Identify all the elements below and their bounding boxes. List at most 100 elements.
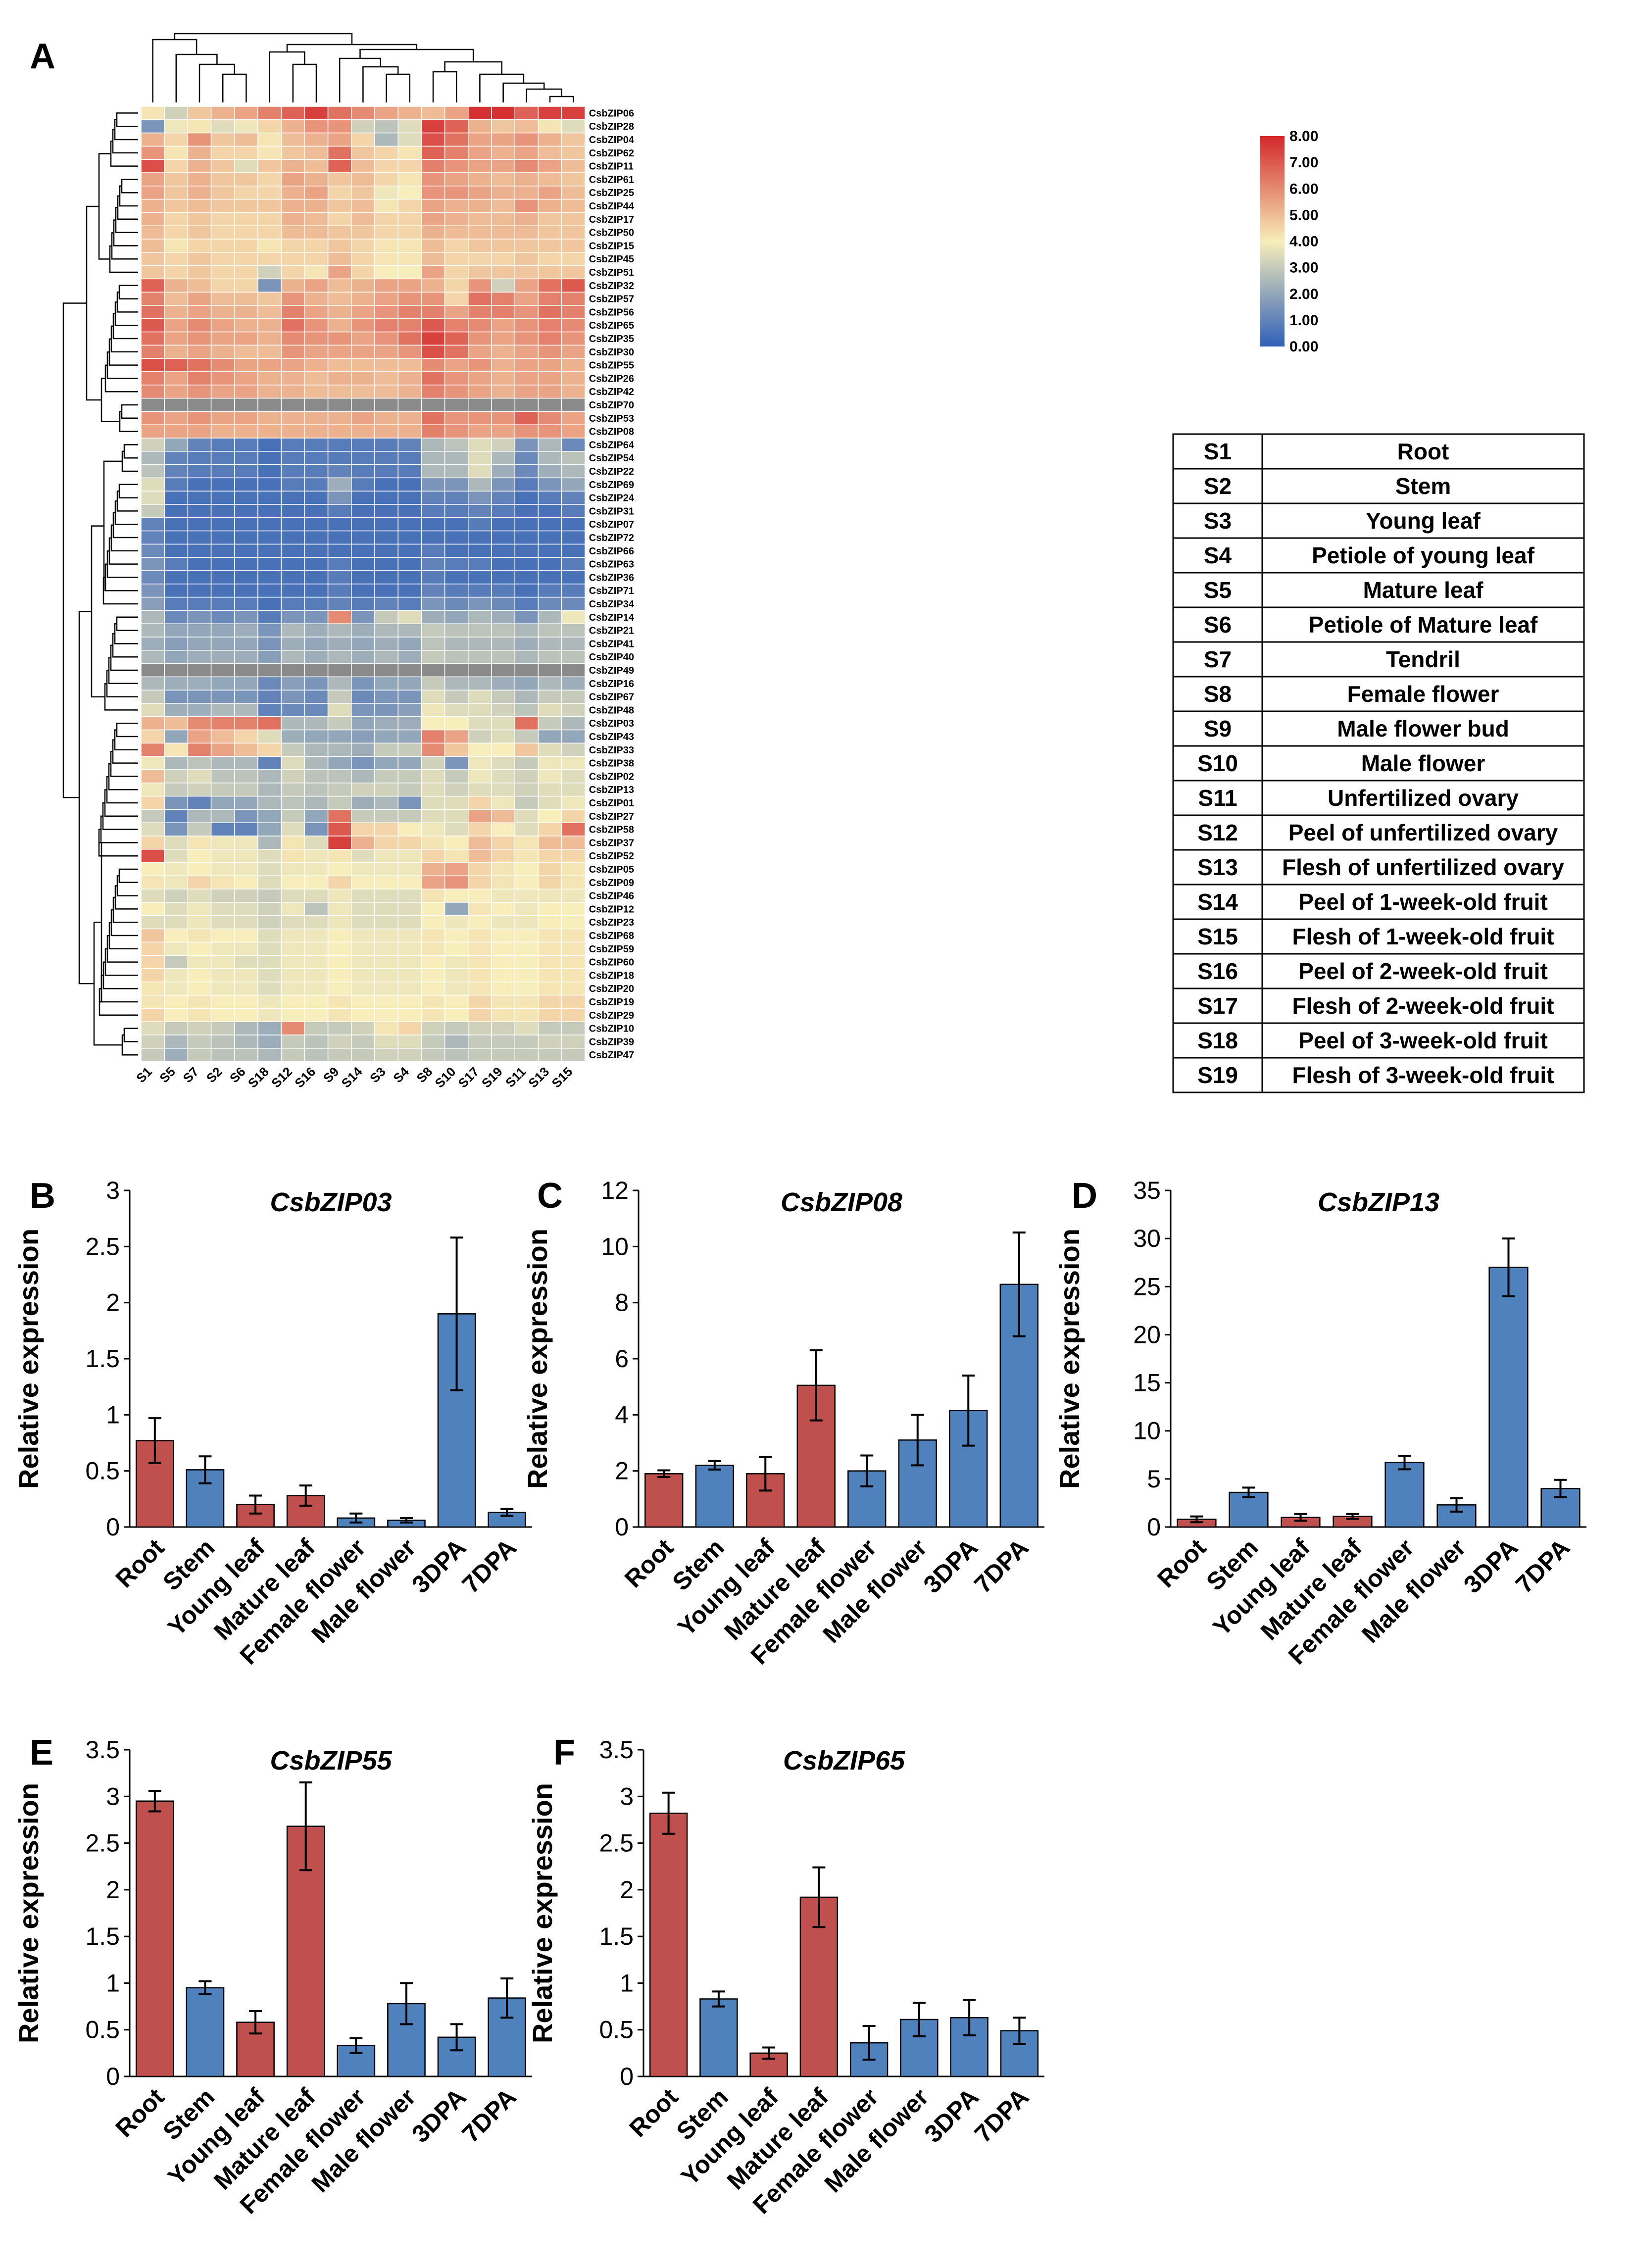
heatmap-cell xyxy=(304,451,329,465)
heatmap-cell xyxy=(561,477,586,492)
heatmap-cell xyxy=(397,623,422,638)
heatmap-cell xyxy=(561,783,586,797)
y-tick-label: 1 xyxy=(106,1401,120,1429)
heatmap-cell xyxy=(257,318,282,333)
heatmap-cell xyxy=(491,371,515,386)
heatmap-cell xyxy=(397,862,422,877)
heatmap-cell xyxy=(351,729,375,744)
heatmap-cell xyxy=(468,783,492,797)
heatmap-cell xyxy=(561,888,586,903)
heatmap-cell xyxy=(351,504,375,518)
heatmap-cell xyxy=(257,252,282,266)
heatmap-cell xyxy=(421,239,445,253)
heatmap-cell xyxy=(281,902,305,916)
heatmap-cell xyxy=(257,742,282,757)
heatmap-cell xyxy=(538,941,562,956)
heatmap-cell xyxy=(514,756,539,770)
heatmap-cell xyxy=(187,716,212,731)
heatmap-cell xyxy=(257,650,282,664)
category-label: 7DPA xyxy=(457,1533,522,1598)
heatmap-cell xyxy=(281,358,305,372)
heatmap-cell xyxy=(351,517,375,532)
heatmap-cell xyxy=(281,663,305,678)
heatmap-cell xyxy=(374,305,398,319)
heatmap-cell xyxy=(468,358,492,372)
heatmap-cell xyxy=(234,663,258,678)
heatmap-cell xyxy=(561,570,586,585)
heatmap-cell xyxy=(187,278,212,293)
heatmap-cell xyxy=(257,212,282,226)
heatmap-cell xyxy=(421,119,445,134)
heatmap-cell xyxy=(538,570,562,585)
row-dendrogram-branch xyxy=(116,490,138,512)
heatmap-cell xyxy=(421,875,445,889)
heatmap-cell xyxy=(397,397,422,412)
heatmap-cell xyxy=(141,1035,165,1049)
heatmap-cell xyxy=(374,968,398,983)
gene-label: CsbZIP71 xyxy=(589,586,634,596)
row-dendrogram-branch xyxy=(116,291,138,313)
row-dendrogram-branch xyxy=(121,404,138,419)
heatmap-cell xyxy=(514,1008,539,1022)
heatmap-cell xyxy=(187,809,212,823)
heatmap-cell xyxy=(210,106,235,120)
row-dendrogram-branch xyxy=(114,119,138,141)
heatmap-cell xyxy=(351,491,375,505)
heatmap-cell xyxy=(374,982,398,996)
row-dendrogram-branch xyxy=(112,739,138,764)
color-scale-tick-label: 1.00 xyxy=(1289,312,1318,329)
heatmap-cell xyxy=(421,491,445,505)
category-label: Root xyxy=(110,2083,169,2142)
heatmap-cell xyxy=(281,278,305,293)
heatmap-cell xyxy=(141,584,165,598)
heatmap-cell xyxy=(234,504,258,518)
heatmap-cell xyxy=(281,584,305,598)
heatmap-cell xyxy=(374,345,398,359)
heatmap-cell xyxy=(164,623,189,638)
heatmap-cell xyxy=(164,955,189,969)
column-dendrogram-branch xyxy=(549,96,574,102)
heatmap-cell xyxy=(421,610,445,624)
heatmap-cell xyxy=(397,239,422,253)
heatmap-cell xyxy=(327,676,352,690)
heatmap-cell xyxy=(327,345,352,359)
heatmap-cell xyxy=(164,411,189,425)
y-tick-label: 30 xyxy=(1133,1225,1161,1252)
heatmap-cell xyxy=(257,795,282,810)
heatmap-cell xyxy=(444,650,469,664)
heatmap-cell xyxy=(514,862,539,877)
row-dendrogram-branch xyxy=(119,411,138,432)
heatmap-cell xyxy=(210,596,235,611)
heatmap-cell xyxy=(468,159,492,173)
heatmap-cell xyxy=(514,888,539,903)
heatmap-cell xyxy=(141,1048,165,1062)
heatmap-cell xyxy=(187,438,212,452)
heatmap-cell xyxy=(234,530,258,545)
heatmap-cell xyxy=(538,822,562,837)
heatmap-cell xyxy=(491,570,515,585)
heatmap-cell xyxy=(397,982,422,996)
heatmap-cell xyxy=(491,292,515,306)
heatmap-cell xyxy=(257,198,282,213)
heatmap-cell xyxy=(514,265,539,280)
legend-sample-name: Flesh of 2-week-old fruit xyxy=(1292,993,1554,1019)
heatmap-cell xyxy=(491,252,515,266)
heatmap-cell xyxy=(374,252,398,266)
heatmap-cell xyxy=(351,596,375,611)
heatmap-cell xyxy=(397,584,422,598)
heatmap-cell xyxy=(257,610,282,624)
heatmap-cell xyxy=(141,225,165,240)
heatmap-cell xyxy=(327,106,352,120)
heatmap-cell xyxy=(187,305,212,319)
heatmap-cell xyxy=(374,438,398,452)
heatmap-cell xyxy=(304,225,329,240)
heatmap-cell xyxy=(444,849,469,863)
heatmap-cell xyxy=(281,849,305,863)
heatmap-cell xyxy=(351,994,375,1009)
heatmap-cell xyxy=(374,186,398,200)
heatmap-cell xyxy=(491,596,515,611)
heatmap-cell xyxy=(514,729,539,744)
heatmap-cell xyxy=(421,822,445,837)
heatmap-cell xyxy=(351,1021,375,1035)
heatmap-cell xyxy=(514,397,539,412)
